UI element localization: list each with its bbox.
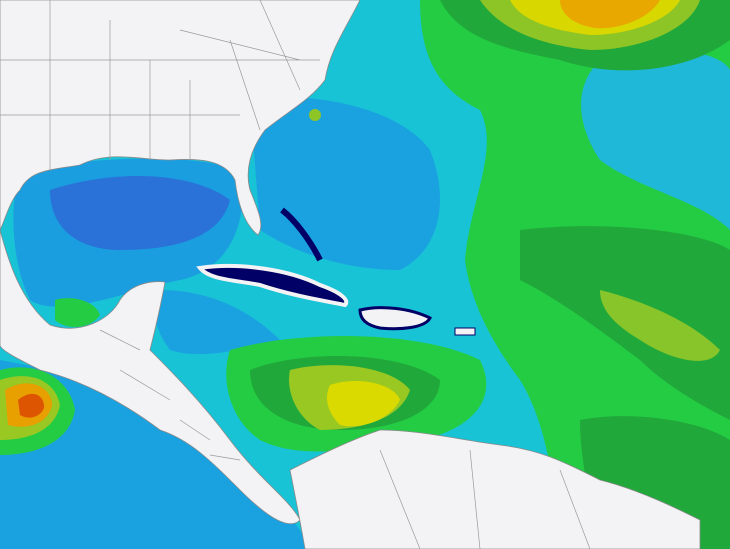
- wave-zone-deepblue: [50, 176, 230, 250]
- country-borders: [379, 449, 591, 549]
- island-puerto-rico: [454, 327, 476, 336]
- bahamas-banks: [280, 207, 323, 262]
- country-borders: [99, 329, 241, 461]
- land-mexico-central-america: [0, 229, 301, 525]
- wave-zone-green: [55, 298, 100, 327]
- wave-zone-blue: [0, 360, 310, 549]
- wave-zone-blue: [154, 290, 280, 355]
- island-hispaniola: [358, 306, 433, 331]
- wave-zone-red: [18, 393, 45, 418]
- wave-zone-yellow: [327, 380, 400, 427]
- wave-zone-yellowgreen: [600, 290, 720, 361]
- land-usa: [0, 0, 361, 236]
- wave-zone-orange: [560, 0, 660, 29]
- island-cuba: [196, 264, 349, 308]
- wave-zone-cyan: [581, 49, 730, 231]
- state-borders: [0, 0, 320, 170]
- bermuda-zone: [309, 109, 321, 121]
